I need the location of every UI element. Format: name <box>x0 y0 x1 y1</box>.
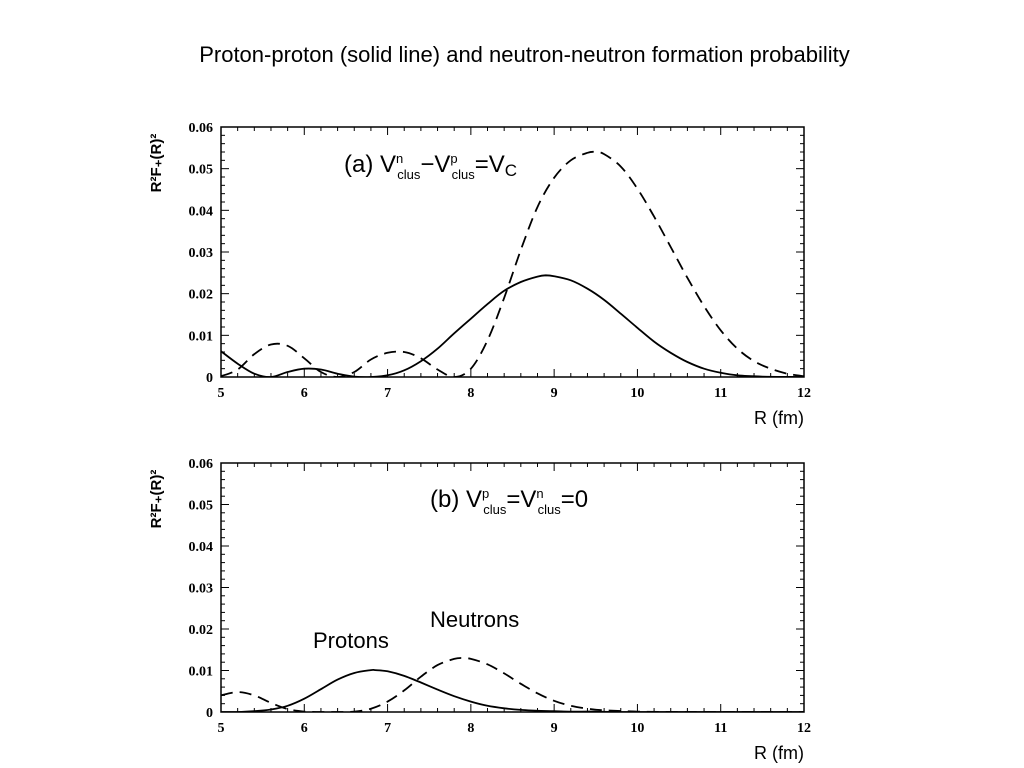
x-tick-label: 12 <box>797 721 811 736</box>
panel-label-a: (a) Vn clus−Vp clus=VC <box>344 151 517 182</box>
panel-label-b: (b) Vp clus=Vn clus=0 <box>430 486 588 517</box>
series-line-solid <box>221 668 804 712</box>
x-axis-label-a: R (fm) <box>754 408 804 428</box>
y-tick-label: 0.05 <box>189 499 214 514</box>
y-axis-label-a: R²F₊(R)² <box>148 134 165 193</box>
panel-b: 5 6 7 8 9 10 11 12 0 0.01 0.02 0.03 0.04 0.05 0.06 R²F… <box>148 457 811 763</box>
y-tick-label: 0.01 <box>189 665 214 680</box>
y-tick-label: 0 <box>206 706 213 721</box>
x-tick-label: 10 <box>630 386 644 401</box>
y-tick-label: 0.04 <box>189 540 214 555</box>
y-tick-label: 0.01 <box>189 329 214 344</box>
x-tick-label: 5 <box>218 721 225 736</box>
curves-a <box>221 150 804 377</box>
x-tick-label: 9 <box>551 386 558 401</box>
x-tick-label: 7 <box>384 721 391 736</box>
axis-ticks-a: 5 6 7 8 9 10 11 12 0 0.01 0.02 0.03 0.04 0.05 0.06 <box>189 121 812 401</box>
annotation-protons: Protons <box>313 628 389 653</box>
curves-b <box>221 657 804 712</box>
y-tick-label: 0.04 <box>189 204 214 219</box>
y-tick-label: 0.02 <box>189 623 214 638</box>
x-tick-label: 6 <box>301 721 308 736</box>
y-tick-label: 0.02 <box>189 288 214 303</box>
x-tick-label: 7 <box>384 386 391 401</box>
y-tick-label: 0.03 <box>189 246 214 261</box>
y-axis-label-b: R²F₊(R)² <box>148 470 165 529</box>
panel-a: 5 6 7 8 9 10 11 12 0 0.01 0.02 0.03 0.04 0.05 0.06 R²F… <box>148 121 811 428</box>
x-tick-label: 6 <box>301 386 308 401</box>
x-tick-label: 9 <box>551 721 558 736</box>
y-tick-label: 0.06 <box>189 121 214 136</box>
x-tick-label: 11 <box>714 721 727 736</box>
series-line-dashed <box>221 150 804 377</box>
y-tick-label: 0.06 <box>189 457 214 472</box>
y-tick-label: 0 <box>206 371 213 386</box>
annotation-neutrons: Neutrons <box>430 607 519 632</box>
slide-title: Proton-proton (solid line) and neutron-n… <box>199 42 850 67</box>
series-line-solid <box>221 274 804 377</box>
series-line-dashed <box>221 657 804 712</box>
x-tick-label: 10 <box>630 721 644 736</box>
x-axis-label-b: R (fm) <box>754 743 804 763</box>
axis-ticks-b: 5 6 7 8 9 10 11 12 0 0.01 0.02 0.03 0.04 0.05 0.06 <box>189 457 812 736</box>
x-tick-label: 5 <box>218 386 225 401</box>
y-tick-label: 0.03 <box>189 582 214 597</box>
x-tick-label: 12 <box>797 386 811 401</box>
x-tick-label: 8 <box>467 721 474 736</box>
x-tick-label: 8 <box>467 386 474 401</box>
x-tick-label: 11 <box>714 386 727 401</box>
y-tick-label: 0.05 <box>189 163 214 178</box>
